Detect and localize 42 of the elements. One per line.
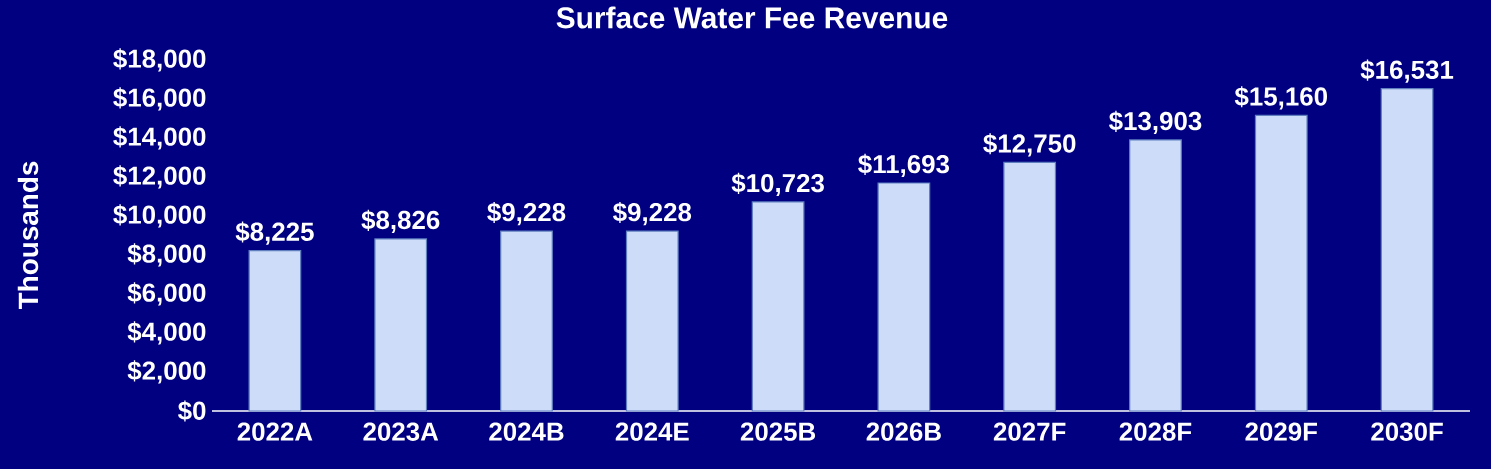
chart-title: Surface Water Fee Revenue: [556, 6, 948, 29]
data-label: $11,693: [858, 153, 950, 178]
x-tick-label: 2022A: [237, 422, 313, 441]
bar: [625, 230, 679, 412]
x-tick-label: 2024E: [615, 422, 689, 441]
bar: [1003, 161, 1057, 412]
y-tick-label: $8,000: [127, 243, 206, 267]
y-tick-label: $0: [178, 400, 206, 422]
y-axis-title: Thousands: [17, 161, 39, 310]
bar: [248, 250, 302, 412]
data-label: $12,750: [983, 133, 1076, 157]
x-tick-label: 2025B: [740, 422, 816, 441]
y-tick-label: $6,000: [127, 282, 206, 306]
data-label: $15,160: [1234, 86, 1328, 110]
data-label: $16,531: [1360, 59, 1454, 83]
data-label: $8,225: [235, 221, 314, 245]
y-tick-label: $2,000: [127, 360, 206, 384]
y-tick-label: $10,000: [113, 204, 206, 228]
data-label: $10,723: [731, 172, 824, 196]
data-label: $9,228: [487, 201, 566, 226]
bar: [877, 182, 931, 412]
bar: [751, 201, 805, 412]
x-tick-label: 2027F: [993, 422, 1066, 441]
y-tick-label: $12,000: [113, 165, 206, 189]
y-tick-label: $14,000: [113, 126, 206, 150]
data-label: $9,228: [613, 201, 692, 226]
x-tick-label: 2023A: [363, 422, 439, 441]
y-tick-label: $16,000: [113, 87, 206, 111]
data-label: $8,826: [361, 209, 440, 233]
y-tick-label: $4,000: [127, 321, 206, 345]
bar: [1254, 114, 1308, 412]
y-tick-label: $18,000: [113, 48, 206, 72]
bar: [374, 238, 428, 412]
x-tick-label: 2026B: [866, 422, 941, 441]
bar: [500, 230, 553, 412]
x-tick-label: 2030F: [1371, 422, 1443, 441]
data-label: $13,903: [1109, 110, 1202, 134]
bar: [1129, 139, 1182, 412]
x-tick-label: 2024B: [489, 422, 564, 441]
bar: [1380, 88, 1434, 412]
x-tick-label: 2028F: [1119, 422, 1192, 441]
x-tick-label: 2029F: [1245, 422, 1318, 441]
